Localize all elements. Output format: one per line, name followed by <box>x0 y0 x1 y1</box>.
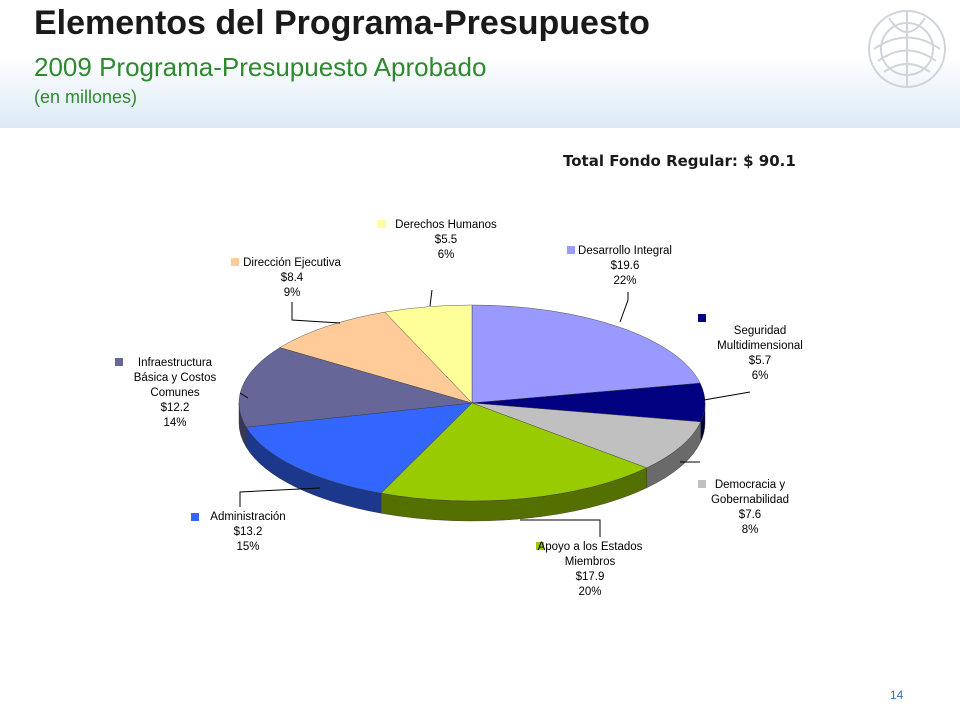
page-title: Elementos del Programa-Presupuesto <box>34 4 650 42</box>
leader-line-5 <box>239 392 249 399</box>
legend-swatch-4 <box>191 513 199 521</box>
legend-swatch-7 <box>378 220 386 228</box>
slice-label-3: Apoyo a los Estados Miembros $17.9 20% <box>538 541 643 598</box>
pie-slice-5 <box>238 347 473 428</box>
leader-line-0 <box>619 292 629 323</box>
slice-label-5: Infraestructura Básica y Costos Comunes $12… <box>134 357 217 429</box>
legend-swatch-2 <box>698 480 706 488</box>
pie-slice-4 <box>245 402 473 494</box>
pie-slice-0 <box>471 304 701 404</box>
legend-swatch-3 <box>536 542 544 550</box>
page-number: 14 <box>890 688 904 702</box>
leader-line-6 <box>291 302 341 324</box>
slice-label-2: Democracia y Gobernabilidad $7.6 8% <box>711 479 789 536</box>
slice-label-4: Administración $13.2 15% <box>210 511 285 553</box>
legend-swatch-6 <box>231 258 239 266</box>
legend-swatch-1 <box>698 314 706 322</box>
slice-label-6: Dirección Ejecutiva $8.4 9% <box>243 257 341 299</box>
leader-line-1 <box>703 391 751 401</box>
organization-seal-logo <box>868 10 946 88</box>
pie-slice-7 <box>384 304 473 404</box>
total-regular-fund-label: Total Fondo Regular: $ 90.1 <box>563 152 796 170</box>
leader-line-3 <box>520 519 601 537</box>
slice-label-1: Seguridad Multidimensional $5.7 6% <box>717 325 803 382</box>
header-band <box>0 0 960 128</box>
leader-line-4 <box>239 487 321 507</box>
legend-swatch-0 <box>567 246 575 254</box>
legend-swatch-5 <box>115 358 123 366</box>
slice-label-7: Derechos Humanos $5.5 6% <box>395 219 497 261</box>
page-subtitle: 2009 Programa-Presupuesto Aprobado <box>34 52 487 82</box>
pie-slice-2 <box>471 402 701 469</box>
slice-label-0: Desarrollo Integral $19.6 22% <box>578 245 672 287</box>
unit-note: (en millones) <box>34 87 138 107</box>
leader-line-7 <box>429 289 433 307</box>
pie-slice-6 <box>279 311 473 404</box>
